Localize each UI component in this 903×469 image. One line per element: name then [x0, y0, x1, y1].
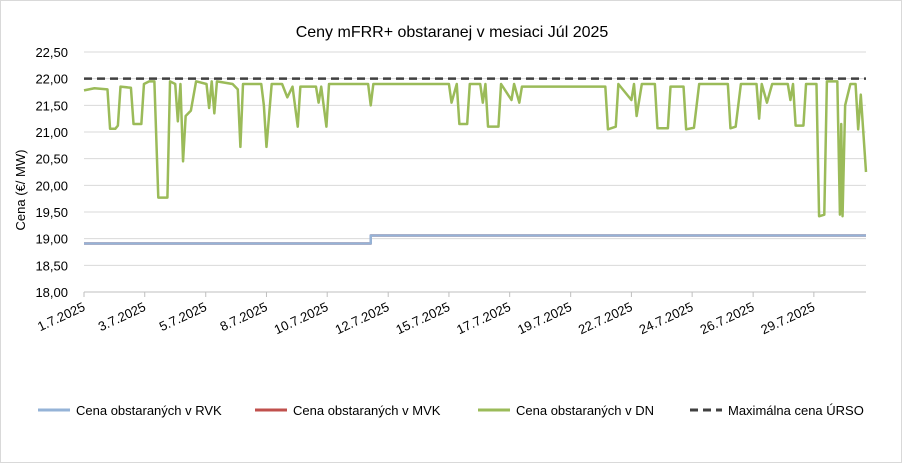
- y-tick-label: 22,50: [35, 45, 68, 60]
- y-tick-label: 21,50: [35, 98, 68, 113]
- legend-label: Cena obstaraných v DN: [516, 403, 654, 418]
- y-tick-label: 22,00: [35, 72, 68, 87]
- legend-label: Cena obstaraných v RVK: [76, 403, 222, 418]
- y-axis-title: Cena (€/ MW): [13, 150, 28, 231]
- y-tick-label: 19,00: [35, 232, 68, 247]
- y-tick-label: 19,50: [35, 205, 68, 220]
- legend-label: Cena obstaraných v MVK: [293, 403, 441, 418]
- chart-title: Ceny mFRR+ obstaranej v mesiaci Júl 2025: [296, 24, 609, 41]
- y-tick-label: 18,00: [35, 285, 68, 300]
- y-tick-label: 21,00: [35, 125, 68, 140]
- y-tick-label: 20,50: [35, 152, 68, 167]
- y-tick-label: 18,50: [35, 258, 68, 273]
- legend-label: Maximálna cena ÚRSO: [728, 403, 864, 418]
- series-line: [84, 234, 866, 245]
- series-line: [83, 80, 868, 218]
- y-tick-label: 20,00: [35, 178, 68, 193]
